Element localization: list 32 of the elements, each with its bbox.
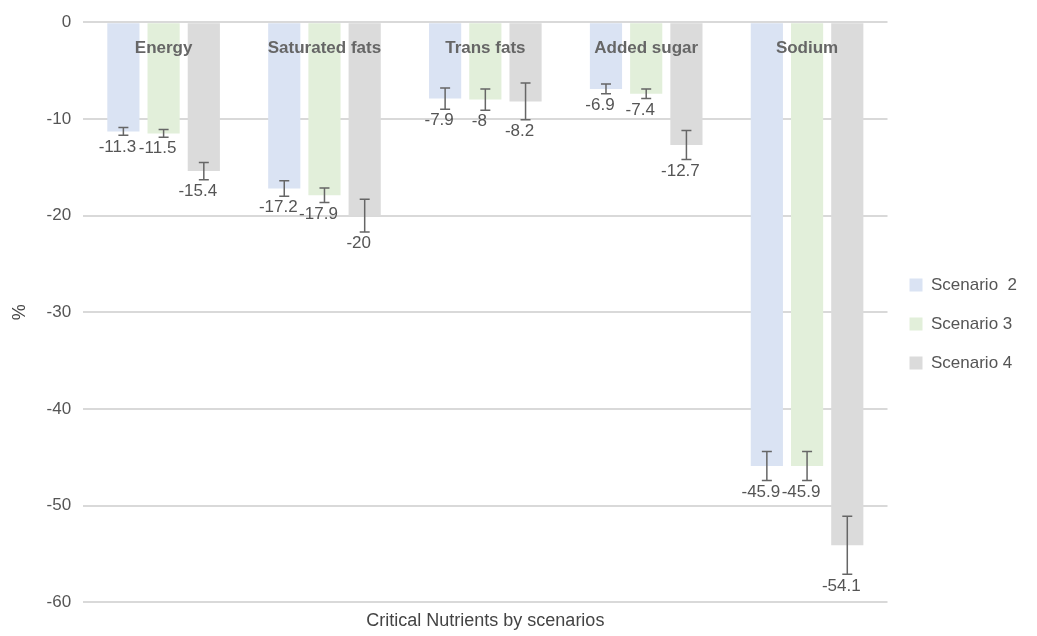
data-label: -17.9 [299, 203, 338, 223]
x-tick-label: Saturated fats [267, 37, 382, 57]
data-label: -54.1 [821, 575, 861, 595]
data-label: -45.9 [741, 481, 781, 501]
y-tick-label: -60 [46, 592, 72, 612]
data-label: -17.2 [258, 197, 298, 217]
data-label: -8 [471, 111, 487, 131]
y-axis-title: % [8, 304, 29, 321]
y-tick-label: 0 [61, 11, 72, 31]
legend-label: Scenario 4 [931, 352, 1013, 372]
data-label: -6.9 [585, 94, 615, 114]
data-label: -8.2 [504, 121, 535, 141]
x-tick-label: Added sugar [594, 37, 699, 57]
legend-label: Scenario 2 [931, 274, 1017, 294]
x-tick-label: Sodium [775, 37, 839, 57]
y-tick-label: -10 [46, 108, 72, 128]
y-tick-label: -20 [46, 205, 72, 225]
data-label: -12.7 [661, 160, 700, 180]
y-tick-label: -30 [46, 301, 72, 321]
data-label: -11.5 [138, 138, 177, 158]
legend-label: Scenario 3 [931, 313, 1013, 333]
data-label: -20 [346, 233, 371, 253]
y-tick-label: -40 [46, 398, 72, 418]
data-label: -45.9 [781, 481, 821, 501]
data-label: -11.3 [98, 136, 137, 156]
x-tick-label: Energy [134, 37, 193, 57]
data-label: -7.9 [424, 110, 454, 130]
y-tick-label: -50 [46, 495, 72, 515]
x-tick-label: Trans fats [445, 37, 526, 57]
data-label: -15.4 [178, 181, 218, 201]
x-axis-title: Critical Nutrients by scenarios [366, 610, 605, 631]
data-label: -7.4 [625, 99, 655, 119]
